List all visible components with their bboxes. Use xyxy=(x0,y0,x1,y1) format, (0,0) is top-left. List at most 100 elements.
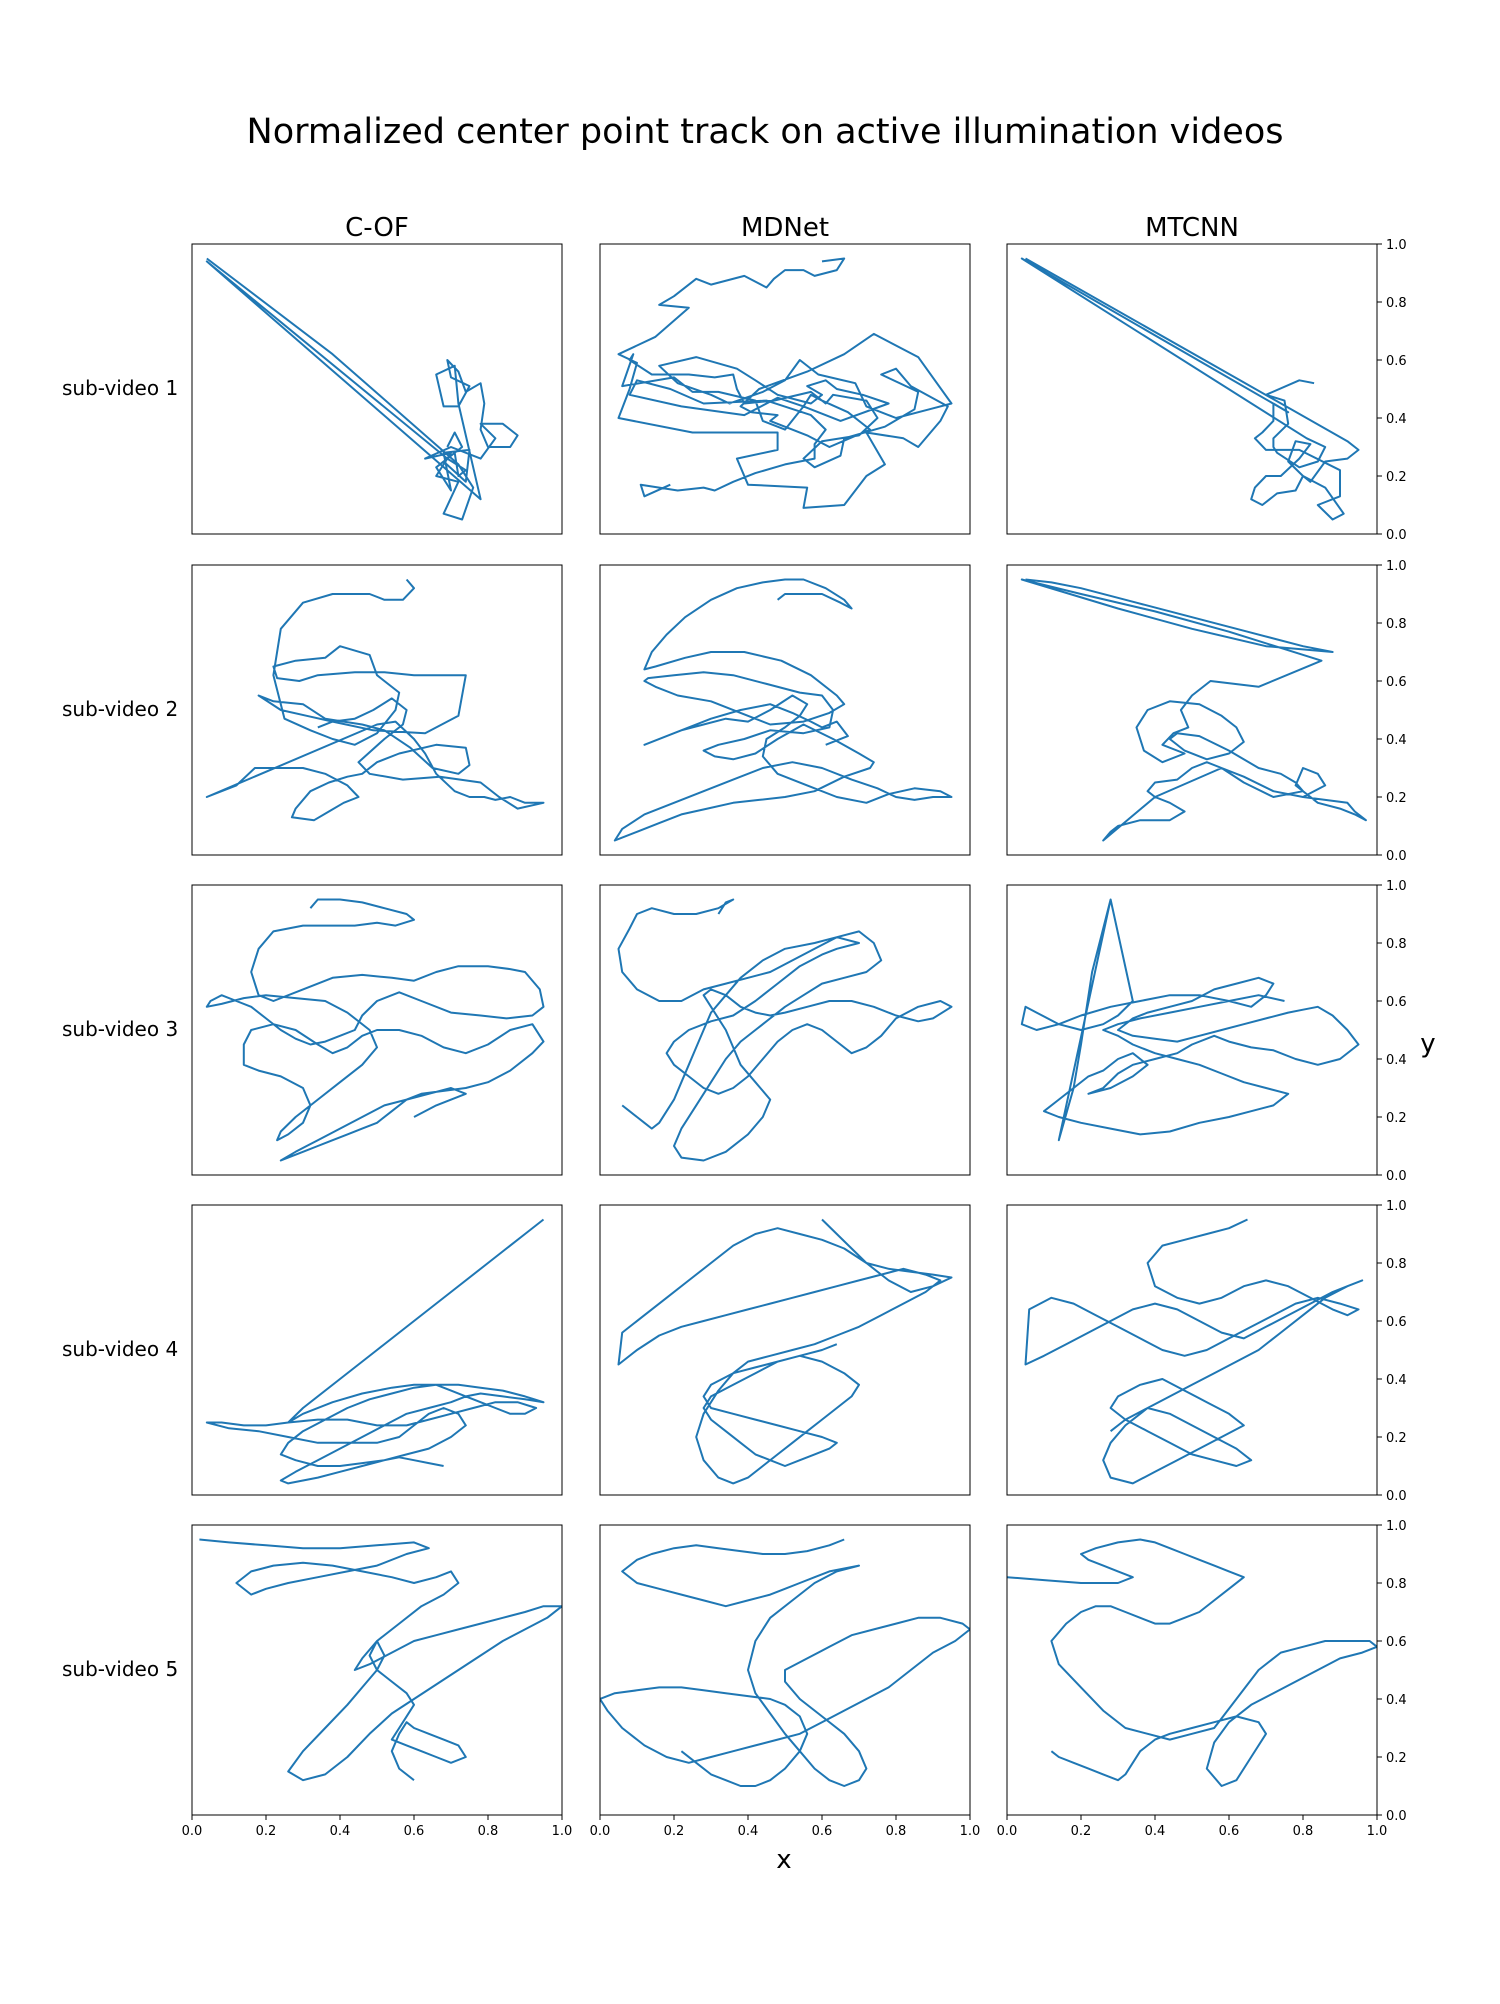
column-title-mtcnn: MTCNN xyxy=(1145,213,1239,243)
row-label-sub-video-1: sub-video 1 xyxy=(62,376,178,400)
panel-sub-video-5-mtcnn-ytick-label: 0.2 xyxy=(1386,1751,1407,1766)
panel-sub-video-2-c-of-track-line xyxy=(205,578,545,822)
panel-sub-video-5-c-of-xtick-label: 1.0 xyxy=(552,1824,573,1839)
row-label-sub-video-5: sub-video 5 xyxy=(62,1657,178,1681)
panel-sub-video-2-mtcnn-ytick-label: 0.4 xyxy=(1386,733,1407,748)
panel-sub-video-3-mtcnn-frame xyxy=(1006,884,1378,1176)
panel-sub-video-1-mtcnn-track-line xyxy=(1020,257,1360,521)
panel-sub-video-3-mtcnn-ytick-label: 0.4 xyxy=(1386,1053,1407,1068)
panel-sub-video-1-mtcnn-frame xyxy=(1006,243,1378,535)
panel-sub-video-4-c-of-track-line xyxy=(205,1218,545,1485)
panel-sub-video-1-c-of xyxy=(191,243,563,535)
panel-sub-video-5-mtcnn-xtick-label: 0.2 xyxy=(1071,1824,1092,1839)
panel-sub-video-2-c-of-frame xyxy=(191,564,563,856)
panel-sub-video-3-mdnet xyxy=(599,884,971,1176)
panel-sub-video-1-mtcnn-ytick-label: 0.0 xyxy=(1386,528,1407,543)
panel-sub-video-5-mtcnn-frame xyxy=(1006,1524,1378,1816)
panel-sub-video-5-mtcnn-xtick-label: 0.8 xyxy=(1293,1824,1314,1839)
panel-sub-video-1-mtcnn-ytick-label: 0.8 xyxy=(1386,296,1407,311)
panel-sub-video-5-mtcnn-xtick-label: 0.6 xyxy=(1219,1824,1240,1839)
panel-sub-video-1-c-of-frame xyxy=(191,243,563,535)
panel-sub-video-4-mtcnn-ytick-label: 0.4 xyxy=(1386,1373,1407,1388)
panel-sub-video-4-mtcnn-frame xyxy=(1006,1204,1378,1496)
panel-sub-video-5-c-of: 0.0 0.2 0.4 0.6 0.8 1.0 xyxy=(182,1524,573,1839)
panel-sub-video-5-mdnet-xtick-label: 0.6 xyxy=(812,1824,833,1839)
panel-sub-video-4-mdnet-frame xyxy=(599,1204,971,1496)
panel-sub-video-2-mdnet-frame xyxy=(599,564,971,856)
figure-title: Normalized center point track on active … xyxy=(246,112,1284,152)
panel-sub-video-1-mtcnn-ytick-label: 0.2 xyxy=(1386,470,1407,485)
panel-sub-video-4-mtcnn-ytick-label: 0.0 xyxy=(1386,1489,1407,1504)
panel-sub-video-5-mtcnn-xtick-label: 0.4 xyxy=(1145,1824,1166,1839)
panel-sub-video-3-c-of-frame xyxy=(191,884,563,1176)
panel-sub-video-4-mtcnn-ytick-label: 0.8 xyxy=(1386,1257,1407,1272)
panel-sub-video-3-mtcnn-ytick-label: 0.0 xyxy=(1386,1169,1407,1184)
panel-sub-video-1-mdnet-track-line xyxy=(617,257,953,509)
panel-sub-video-4-c-of-frame xyxy=(191,1204,563,1496)
panel-sub-video-3-mdnet-track-line xyxy=(617,898,953,1162)
panel-sub-video-2-mtcnn-ytick-label: 0.0 xyxy=(1386,849,1407,864)
row-label-sub-video-2: sub-video 2 xyxy=(62,697,178,721)
panel-sub-video-3-c-of-track-line xyxy=(205,898,545,1162)
panel-sub-video-3-mdnet-frame xyxy=(599,884,971,1176)
panel-sub-video-3-c-of xyxy=(191,884,563,1176)
panel-sub-video-5-c-of-xtick-label: 0.4 xyxy=(330,1824,351,1839)
panel-sub-video-5-mdnet-xtick-label: 1.0 xyxy=(960,1824,981,1839)
panel-sub-video-5-mtcnn-ytick-label: 0.4 xyxy=(1386,1693,1407,1708)
panel-sub-video-1-c-of-track-line xyxy=(205,257,519,521)
panel-sub-video-2-mtcnn-ytick-label: 1.0 xyxy=(1386,559,1407,574)
panel-sub-video-2-mtcnn-ytick-label: 0.8 xyxy=(1386,617,1407,632)
panel-sub-video-1-mtcnn-ytick-label: 0.4 xyxy=(1386,412,1407,427)
panel-sub-video-5-mtcnn-xtick-label: 0.0 xyxy=(997,1824,1018,1839)
panel-sub-video-1-mdnet-frame xyxy=(599,243,971,535)
row-label-sub-video-3: sub-video 3 xyxy=(62,1017,178,1041)
panel-sub-video-2-mtcnn-frame xyxy=(1006,564,1378,856)
panel-sub-video-5-mdnet-xtick-label: 0.2 xyxy=(664,1824,685,1839)
panel-sub-video-1-mtcnn-ytick-label: 1.0 xyxy=(1386,238,1407,253)
panel-sub-video-2-mdnet-track-line xyxy=(613,578,953,842)
panel-sub-video-5-mdnet-xtick-label: 0.8 xyxy=(886,1824,907,1839)
panel-sub-video-4-mtcnn-ytick-label: 1.0 xyxy=(1386,1199,1407,1214)
panel-sub-video-5-c-of-xtick-label: 0.0 xyxy=(182,1824,203,1839)
panel-sub-video-3-mtcnn-track-line xyxy=(1020,898,1360,1142)
panel-sub-video-3-mtcnn-ytick-label: 0.6 xyxy=(1386,995,1407,1010)
panel-sub-video-2-mtcnn-track-line xyxy=(1020,578,1367,842)
x-axis-label: x xyxy=(776,1845,791,1875)
panel-sub-video-4-c-of xyxy=(191,1204,563,1496)
panel-sub-video-5-mdnet-frame xyxy=(599,1524,971,1816)
panel-sub-video-5-mdnet-xtick-label: 0.0 xyxy=(590,1824,611,1839)
panel-sub-video-2-c-of xyxy=(191,564,563,856)
panel-sub-video-4-mtcnn: 0.0 0.2 0.4 0.6 0.8 1.0 xyxy=(1006,1199,1407,1504)
panel-sub-video-5-c-of-frame xyxy=(191,1524,563,1816)
panel-sub-video-5-mtcnn-track-line xyxy=(1007,1538,1377,1787)
panel-sub-video-4-mtcnn-ytick-label: 0.6 xyxy=(1386,1315,1407,1330)
panel-sub-video-4-mtcnn-ytick-label: 0.2 xyxy=(1386,1431,1407,1446)
panel-sub-video-2-mtcnn: 0.0 0.2 0.4 0.6 0.8 1.0 xyxy=(1006,559,1407,864)
row-label-sub-video-4: sub-video 4 xyxy=(62,1337,178,1361)
panel-sub-video-3-mtcnn-ytick-label: 0.2 xyxy=(1386,1111,1407,1126)
panel-sub-video-4-mtcnn-track-line xyxy=(1024,1218,1364,1485)
panel-sub-video-2-mtcnn-ytick-label: 0.6 xyxy=(1386,675,1407,690)
panel-sub-video-5-mtcnn-ytick-label: 0.6 xyxy=(1386,1635,1407,1650)
panel-sub-video-4-mdnet-track-line xyxy=(617,1218,953,1485)
panel-sub-video-3-mtcnn: 0.0 0.2 0.4 0.6 0.8 1.0 xyxy=(1006,879,1407,1184)
panel-sub-video-5-c-of-xtick-label: 0.8 xyxy=(478,1824,499,1839)
panel-sub-video-2-mdnet xyxy=(599,564,971,856)
panel-sub-video-5-mtcnn-ytick-label: 0.0 xyxy=(1386,1809,1407,1824)
panel-sub-video-5-mtcnn-ytick-label: 1.0 xyxy=(1386,1519,1407,1534)
panel-sub-video-5-c-of-xtick-label: 0.2 xyxy=(256,1824,277,1839)
panel-sub-video-2-mtcnn-ytick-label: 0.2 xyxy=(1386,791,1407,806)
panel-sub-video-1-mtcnn-ytick-label: 0.6 xyxy=(1386,354,1407,369)
panel-sub-video-4-mdnet xyxy=(599,1204,971,1496)
panel-sub-video-5-c-of-track-line xyxy=(199,1538,562,1782)
column-title-mdnet: MDNet xyxy=(741,213,829,243)
panel-sub-video-5-mtcnn-xtick-label: 1.0 xyxy=(1367,1824,1388,1839)
panel-sub-video-1-mdnet xyxy=(599,243,971,535)
panel-sub-video-5-mdnet-xtick-label: 0.4 xyxy=(738,1824,759,1839)
y-axis-label: y xyxy=(1420,1029,1435,1059)
panel-sub-video-3-mtcnn-ytick-label: 1.0 xyxy=(1386,879,1407,894)
panel-sub-video-5-mdnet-track-line xyxy=(600,1538,970,1787)
panel-sub-video-5-mtcnn: 0.0 0.2 0.4 0.6 0.8 1.00.00.20.40.60.81.0 xyxy=(997,1519,1407,1839)
